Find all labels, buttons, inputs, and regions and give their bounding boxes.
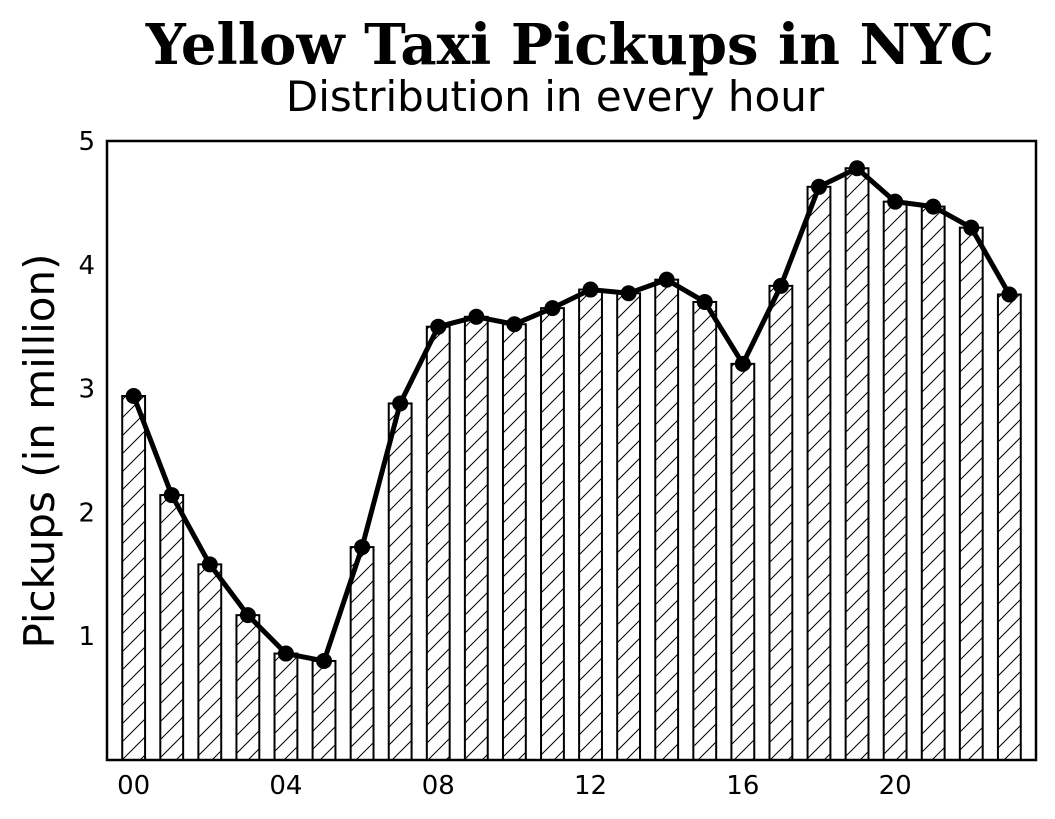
bar-22	[958, 226, 984, 762]
y-axis-label: Pickups (in million)	[15, 253, 64, 648]
x-tick-label: 20	[879, 771, 912, 801]
point-14	[658, 271, 675, 288]
point-21	[925, 198, 942, 215]
chart-subtitle: Distribution in every hour	[285, 72, 825, 121]
point-07	[392, 395, 409, 412]
point-18	[810, 178, 827, 195]
point-02	[201, 556, 218, 573]
point-17	[772, 277, 789, 294]
bar-07	[387, 402, 413, 761]
point-12	[582, 281, 599, 298]
x-tick-label: 00	[117, 771, 150, 801]
line-series-group	[125, 160, 1018, 669]
plot-frame	[105, 139, 1038, 762]
point-05	[316, 652, 333, 669]
bar-05	[311, 659, 337, 762]
point-04	[277, 645, 294, 662]
point-15	[696, 293, 713, 310]
y-axis: 1 2 3 4 5	[78, 127, 95, 652]
x-tick-label: 12	[574, 771, 607, 801]
point-01	[163, 487, 180, 504]
point-03	[239, 607, 256, 624]
x-tick-label: 04	[269, 771, 302, 801]
bar-19	[844, 167, 870, 761]
bar-14	[654, 278, 680, 761]
y-tick-label: 3	[78, 375, 95, 405]
bar-group	[121, 167, 1022, 762]
x-tick-label: 08	[422, 771, 455, 801]
point-00	[125, 388, 142, 405]
point-08	[430, 318, 447, 335]
bar-03	[235, 614, 261, 761]
bar-17	[768, 284, 794, 761]
point-09	[468, 308, 485, 325]
point-22	[963, 219, 980, 236]
bar-08	[425, 325, 451, 761]
bar-12	[578, 288, 603, 761]
y-tick-label: 5	[78, 127, 95, 157]
series-line	[131, 165, 1012, 664]
y-tick-label: 4	[78, 251, 95, 281]
point-06	[354, 539, 371, 556]
chart-title: Yellow Taxi Pickups in NYC	[145, 12, 995, 78]
bar-15	[692, 300, 718, 761]
bar-21	[920, 205, 946, 761]
bar-01	[159, 494, 185, 761]
bar-10	[501, 323, 527, 761]
y-tick-label: 1	[78, 622, 95, 652]
bar-18	[806, 185, 832, 761]
point-11	[544, 300, 561, 317]
y-tick-label: 2	[78, 498, 95, 528]
bar-16	[730, 362, 756, 761]
bar-13	[616, 292, 642, 761]
point-19	[849, 160, 866, 177]
bar-20	[882, 200, 908, 762]
point-16	[734, 355, 751, 372]
bar-04	[273, 652, 299, 761]
bar-09	[463, 315, 489, 761]
point-13	[620, 285, 637, 302]
bar-23	[996, 293, 1022, 761]
bar-06	[349, 546, 375, 762]
point-10	[506, 316, 523, 333]
point-23	[1001, 286, 1018, 303]
bar-02	[197, 563, 223, 761]
bar-11	[540, 307, 565, 761]
x-axis: 00 04 08 12 16 20	[117, 771, 912, 801]
point-20	[887, 193, 904, 210]
bar-00	[121, 395, 147, 761]
x-tick-label: 16	[726, 771, 759, 801]
